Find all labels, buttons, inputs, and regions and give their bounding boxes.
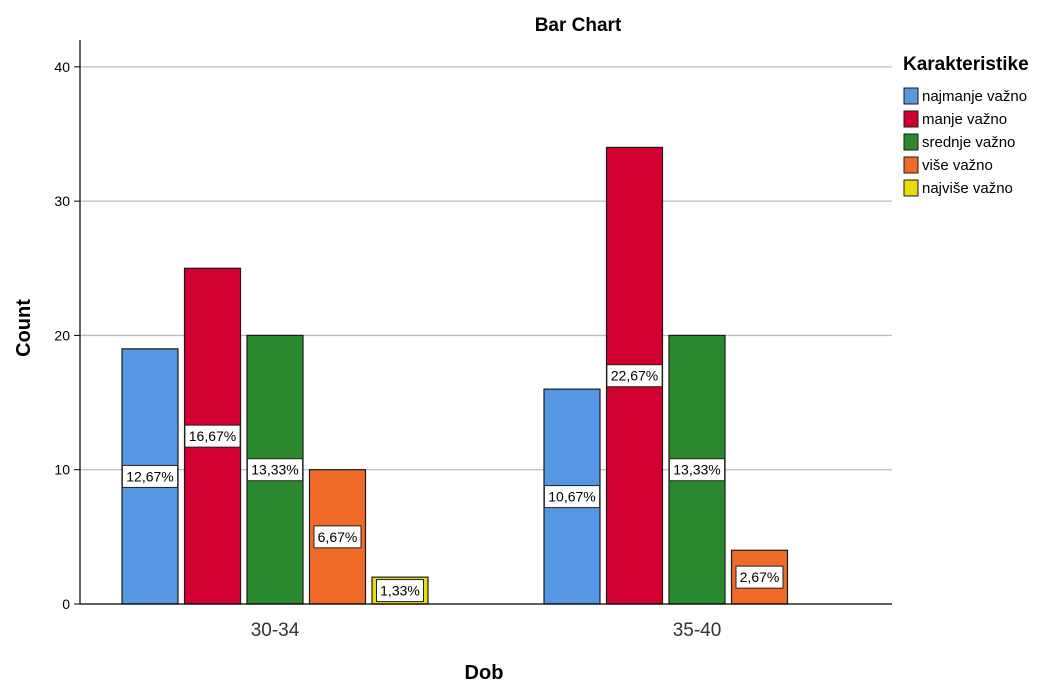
x-axis-title: Dob	[465, 662, 504, 684]
data-label: 10,67%	[543, 485, 601, 509]
data-label-box	[668, 458, 726, 482]
data-label: 1,33%	[376, 579, 424, 603]
data-label-text: 2,67%	[740, 569, 780, 585]
axes	[79, 40, 892, 605]
legend-label: najmanje važno	[922, 88, 1027, 105]
data-label: 2,67%	[735, 565, 784, 589]
y-axis-title: Count	[13, 299, 35, 357]
legend-swatch	[903, 179, 919, 197]
legend-swatch	[903, 110, 919, 128]
data-label-box	[246, 458, 304, 482]
data-label-text: 16,67%	[189, 428, 236, 444]
data-label-text: 13,33%	[673, 462, 720, 478]
y-tick-label: 40	[54, 59, 70, 75]
legend-label: srednje važno	[922, 134, 1015, 151]
x-ticks: 30-34 35-40	[251, 620, 722, 641]
legend-item: najviše važno	[903, 179, 1013, 197]
legend-item: najmanje važno	[903, 87, 1027, 105]
data-label: 22,67%	[606, 364, 663, 388]
data-label-box	[121, 464, 179, 488]
legend-swatch	[903, 87, 919, 105]
chart-title: Bar Chart	[535, 15, 622, 36]
legend-swatch	[903, 133, 919, 151]
legend-item: manje važno	[903, 110, 1007, 128]
data-label: 13,33%	[246, 458, 304, 482]
x-tick-label: 35-40	[673, 620, 722, 641]
data-label-box	[313, 525, 362, 549]
data-label-text: 1,33%	[380, 583, 420, 599]
data-label-text: 6,67%	[318, 529, 358, 545]
y-tick-label: 10	[54, 462, 70, 478]
data-label-box	[543, 485, 601, 509]
data-label-box	[184, 424, 241, 448]
y-tick-label: 0	[62, 596, 70, 612]
legend-item: srednje važno	[903, 133, 1015, 151]
data-label: 13,33%	[668, 458, 726, 482]
data-label: 12,67%	[121, 464, 179, 488]
legend-title: Karakteristike	[903, 54, 1029, 75]
data-label: 6,67%	[313, 525, 362, 549]
y-ticks: 0 10 20 30 40	[54, 59, 80, 612]
legend-label: više važno	[922, 157, 993, 174]
data-label-text: 12,67%	[126, 468, 173, 484]
x-tick-label: 30-34	[251, 620, 300, 641]
y-tick-label: 30	[54, 193, 70, 209]
bars	[121, 146, 789, 605]
data-label-text: 13,33%	[251, 462, 298, 478]
data-label: 16,67%	[184, 424, 241, 448]
y-tick-label: 20	[54, 327, 70, 343]
data-label-box	[606, 364, 663, 388]
legend: Karakteristike najmanje važno manje važno…	[903, 54, 1029, 197]
data-label-box	[735, 565, 784, 589]
legend-label: najviše važno	[922, 180, 1013, 197]
data-label-text: 22,67%	[611, 368, 658, 384]
legend-label: manje važno	[922, 111, 1007, 128]
data-labels: 12,67% 16,67% 13,33% 6,67% 1,33% 10,67% 22,67%…	[121, 364, 784, 603]
data-label-text: 10,67%	[548, 489, 595, 505]
legend-item: više važno	[903, 156, 993, 174]
data-label-box	[376, 579, 424, 603]
legend-swatch	[903, 156, 919, 174]
